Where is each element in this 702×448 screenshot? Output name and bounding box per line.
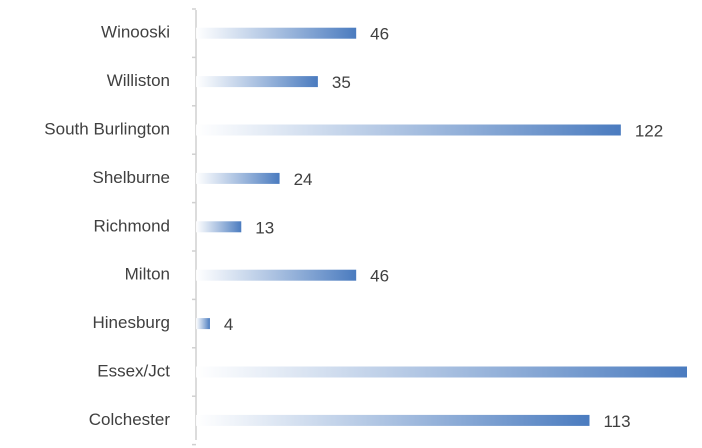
- value-label: 13: [255, 218, 274, 237]
- bar: [196, 221, 242, 233]
- category-label: Williston: [107, 71, 170, 90]
- category-label: Milton: [125, 265, 170, 284]
- bar: [196, 76, 318, 88]
- value-label: 4: [224, 315, 233, 334]
- value-label: 24: [294, 170, 313, 189]
- bar: [196, 366, 687, 378]
- bar: [196, 318, 210, 330]
- value-label: 35: [332, 73, 351, 92]
- category-label: Essex/Jct: [97, 361, 170, 380]
- bar: [196, 27, 357, 39]
- value-label: 46: [370, 25, 389, 44]
- category-label: Hinesburg: [93, 313, 171, 332]
- category-label: Richmond: [93, 216, 170, 235]
- value-label: 113: [603, 412, 630, 431]
- category-label: Colchester: [89, 410, 171, 429]
- category-label: Winooski: [101, 23, 170, 42]
- bar: [196, 124, 621, 136]
- bar: [196, 172, 280, 184]
- category-label: South Burlington: [44, 119, 170, 138]
- bar: [196, 269, 357, 281]
- bar: [196, 414, 590, 426]
- value-label: 46: [370, 267, 389, 286]
- value-label: 122: [635, 121, 663, 140]
- category-label: Shelburne: [92, 168, 170, 187]
